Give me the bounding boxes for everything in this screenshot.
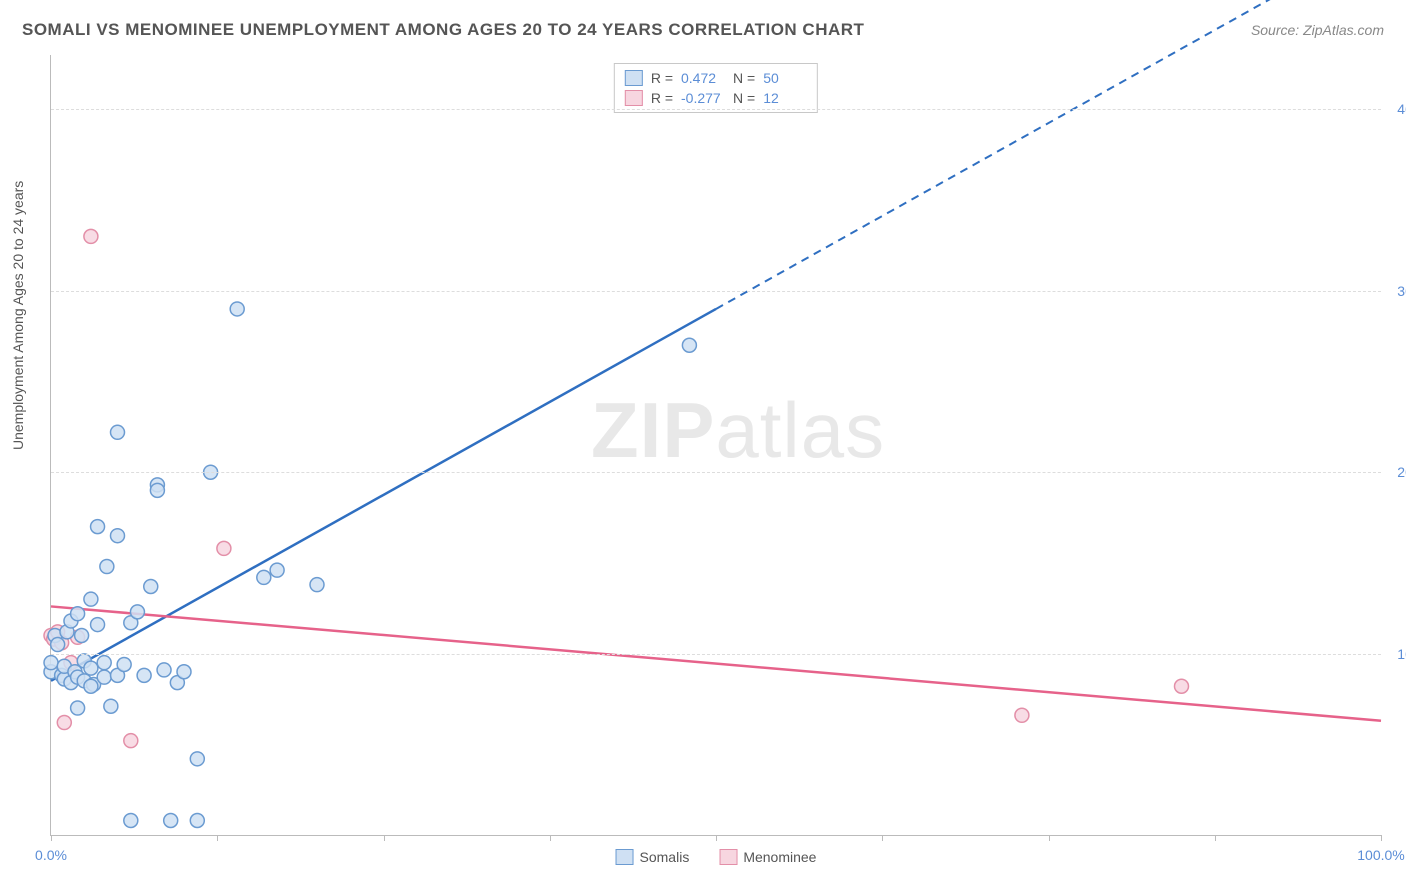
xtick-label: 100.0% (1357, 847, 1404, 863)
gridline-h (51, 109, 1381, 110)
correlation-legend: R = 0.472 N = 50 R = -0.277 N = 12 (614, 63, 818, 113)
series-legend: Somalis Menominee (616, 849, 817, 865)
xtick-mark (1215, 835, 1216, 841)
legend-item-somalis: Somalis (616, 849, 690, 865)
swatch-menominee-icon (719, 849, 737, 865)
n-value-somalis: 50 (763, 70, 807, 86)
xtick-label: 0.0% (35, 847, 67, 863)
xtick-mark (716, 835, 717, 841)
y-axis-label: Unemployment Among Ages 20 to 24 years (10, 181, 26, 450)
legend-item-menominee: Menominee (719, 849, 816, 865)
r-value-menominee: -0.277 (681, 90, 725, 106)
chart-svg (51, 55, 1381, 835)
xtick-mark (51, 835, 52, 841)
legend-row-somalis: R = 0.472 N = 50 (625, 68, 807, 88)
n-value-menominee: 12 (763, 90, 807, 106)
ytick-label: 20.0% (1387, 464, 1406, 480)
gridline-h (51, 291, 1381, 292)
xtick-mark (550, 835, 551, 841)
xtick-mark (1049, 835, 1050, 841)
ytick-label: 40.0% (1387, 101, 1406, 117)
xtick-mark (384, 835, 385, 841)
ytick-label: 30.0% (1387, 283, 1406, 299)
swatch-somalis-icon (616, 849, 634, 865)
xtick-mark (882, 835, 883, 841)
ytick-label: 10.0% (1387, 646, 1406, 662)
gridline-h (51, 472, 1381, 473)
chart-title: SOMALI VS MENOMINEE UNEMPLOYMENT AMONG A… (22, 20, 864, 40)
source-label: Source: ZipAtlas.com (1251, 22, 1384, 38)
xtick-mark (217, 835, 218, 841)
gridline-h (51, 654, 1381, 655)
xtick-mark (1381, 835, 1382, 841)
legend-row-menominee: R = -0.277 N = 12 (625, 88, 807, 108)
swatch-menominee-icon (625, 90, 643, 106)
r-value-somalis: 0.472 (681, 70, 725, 86)
plot-area: ZIPatlas R = 0.472 N = 50 R = -0.277 N =… (50, 55, 1381, 836)
swatch-somalis-icon (625, 70, 643, 86)
